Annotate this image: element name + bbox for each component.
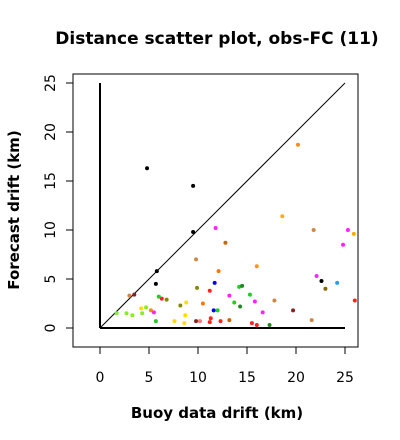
data-point [254, 264, 259, 269]
data-point [164, 297, 169, 302]
data-point [140, 311, 145, 316]
data-point [151, 310, 156, 315]
x-tick-label: 15 [238, 370, 256, 386]
data-point [207, 320, 212, 325]
chart-title: Distance scatter plot, obs-FC (11) [55, 29, 378, 49]
data-point [227, 318, 232, 323]
identity-line [99, 82, 346, 329]
data-point [207, 288, 212, 293]
data-point [153, 281, 158, 286]
data-point [216, 269, 221, 274]
data-point [291, 308, 296, 313]
y-tick-label: 25 [43, 74, 59, 92]
data-point [311, 228, 316, 232]
data-point [182, 321, 187, 326]
data-point [144, 305, 149, 310]
data-point [145, 166, 150, 171]
data-point [295, 142, 300, 147]
data-point [223, 240, 228, 245]
data-point [191, 183, 196, 188]
data-point [178, 303, 183, 308]
data-point [132, 292, 137, 297]
plot-frame [72, 73, 359, 348]
data-points [114, 142, 357, 328]
data-point [183, 313, 188, 318]
data-point [309, 318, 314, 323]
data-point [184, 300, 189, 305]
data-point [172, 319, 177, 324]
x-axis-ticks: 0 5 10 15 20 25 [96, 347, 354, 386]
data-point [213, 226, 218, 231]
data-point [314, 274, 319, 279]
data-point [247, 292, 252, 297]
data-point [341, 242, 346, 247]
x-tick-label: 10 [189, 370, 207, 386]
data-point [114, 311, 119, 316]
x-axis-label: Buoy data drift (km) [131, 404, 303, 422]
data-point [195, 285, 200, 290]
data-point [238, 304, 243, 309]
data-point [148, 308, 153, 313]
data-point [319, 278, 324, 283]
data-point [139, 306, 144, 311]
data-point [323, 286, 328, 291]
data-point [154, 269, 159, 274]
data-point [254, 323, 259, 328]
data-point [200, 301, 205, 306]
reference-lines [99, 82, 346, 329]
data-point [212, 280, 217, 285]
data-point [127, 293, 132, 298]
data-point [335, 280, 340, 285]
x-tick-label: 25 [336, 370, 354, 386]
x-tick-label: 0 [96, 370, 105, 386]
data-point [124, 311, 129, 316]
x-tick-label: 20 [287, 370, 305, 386]
y-tick-label: 10 [43, 221, 59, 239]
data-point [194, 319, 199, 324]
data-point [240, 283, 245, 288]
data-point [197, 319, 202, 324]
data-point [211, 308, 216, 313]
data-point [130, 313, 135, 318]
y-axis-ticks: 0 5 10 15 20 25 [43, 74, 73, 332]
data-point [260, 310, 265, 315]
y-tick-label: 20 [43, 123, 59, 141]
data-point [194, 257, 199, 262]
data-point [252, 299, 257, 304]
data-point [156, 294, 161, 299]
data-point [227, 293, 232, 298]
data-point [267, 323, 272, 328]
x-tick-label: 5 [145, 370, 154, 386]
y-tick-label: 15 [43, 172, 59, 190]
y-tick-label: 5 [43, 275, 59, 284]
data-point [215, 308, 220, 313]
y-axis-label: Forecast drift (km) [5, 130, 23, 289]
data-point [280, 214, 285, 219]
data-point [249, 321, 254, 326]
data-point [351, 231, 356, 236]
data-point [153, 319, 158, 324]
data-point [352, 298, 357, 303]
data-point [218, 319, 223, 324]
y-tick-label: 0 [43, 324, 59, 333]
data-point [191, 229, 196, 234]
data-point [232, 300, 237, 305]
data-point [159, 296, 164, 301]
data-point [208, 316, 213, 321]
data-point [345, 228, 350, 232]
data-point [272, 298, 277, 303]
